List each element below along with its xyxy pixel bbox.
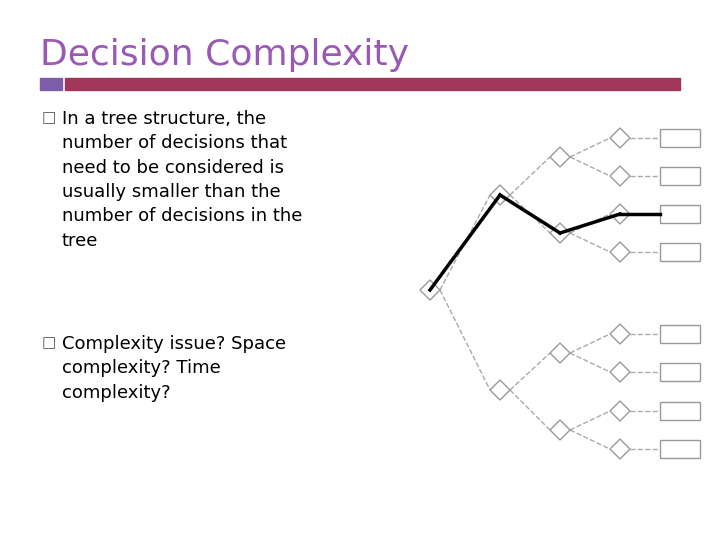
Bar [660, 325, 700, 343]
Text: □: □ [42, 110, 56, 125]
Bar [660, 363, 700, 381]
Text: Decision Complexity: Decision Complexity [40, 38, 409, 72]
Text: Complexity issue? Space
complexity? Time
complexity?: Complexity issue? Space complexity? Time… [62, 335, 286, 402]
Bar [660, 402, 700, 420]
Text: In a tree structure, the
number of decisions that
need to be considered is
usual: In a tree structure, the number of decis… [62, 110, 302, 249]
Bar [660, 205, 700, 223]
Bar [660, 167, 700, 185]
Bar [65, 78, 680, 90]
Bar [660, 243, 700, 261]
Bar [40, 78, 62, 90]
Text: □: □ [42, 335, 56, 350]
Bar [660, 129, 700, 147]
Bar [660, 440, 700, 458]
